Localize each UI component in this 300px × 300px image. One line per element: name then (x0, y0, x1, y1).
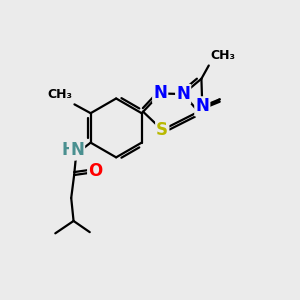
Text: N: N (70, 141, 84, 159)
Text: S: S (156, 121, 168, 139)
Text: N: N (176, 85, 190, 103)
Text: N: N (153, 85, 167, 103)
Text: N: N (195, 98, 209, 116)
Text: H: H (61, 141, 75, 159)
Text: O: O (88, 163, 103, 181)
Text: CH₃: CH₃ (47, 88, 72, 101)
Text: CH₃: CH₃ (210, 49, 235, 62)
